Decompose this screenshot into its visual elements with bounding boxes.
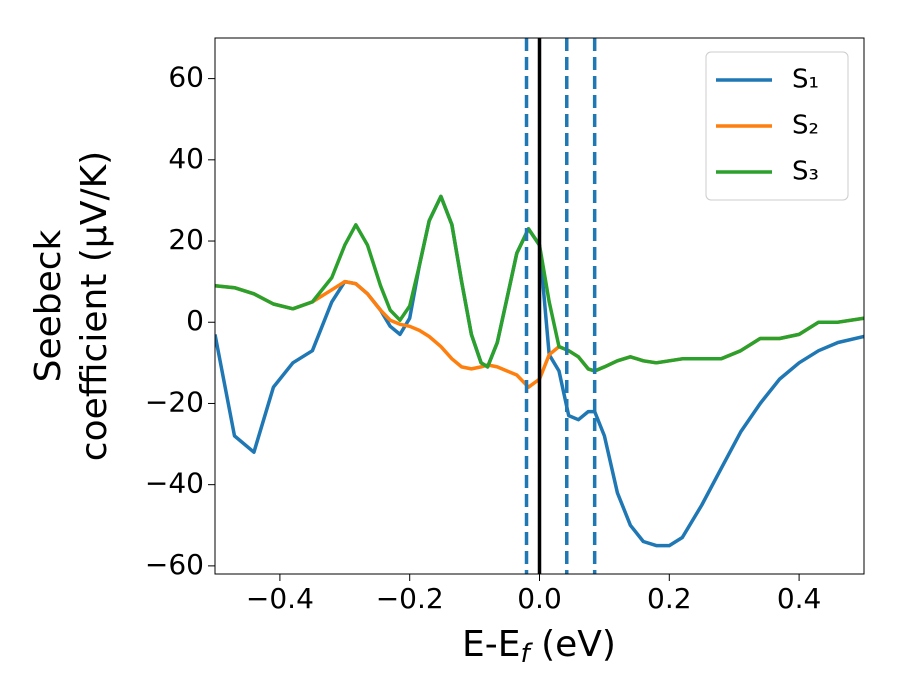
plot-area: [215, 38, 864, 574]
x-label-part: (eV): [530, 624, 616, 665]
y-tick-label: −40: [145, 467, 204, 500]
y-axis-label: Seebeck coefficient (μV/K): [28, 151, 115, 461]
x-tick-label: 0.2: [647, 582, 692, 615]
x-tick-label: −0.2: [376, 582, 444, 615]
x-tick-label: 0.0: [517, 582, 562, 615]
y-label-line: coefficient (μV/K): [74, 151, 115, 461]
y-label-line: Seebeck: [28, 229, 69, 382]
y-tick-label: 60: [168, 61, 204, 94]
y-tick-label: 0: [186, 304, 204, 337]
x-tick-label: −0.4: [246, 582, 314, 615]
plot-frame: [214, 37, 865, 575]
y-tick-label: −60: [145, 548, 204, 581]
legend-label: S₃: [792, 157, 819, 187]
y-tick-label: −20: [145, 385, 204, 418]
legend-label: S₁: [792, 65, 819, 95]
x-axis-label: E-Ef (eV): [462, 624, 616, 669]
legend-box: [705, 51, 849, 201]
line: [215, 194, 864, 373]
y-tick-label: 40: [168, 142, 204, 175]
x-label-part: E-E: [462, 624, 520, 665]
y-tick-label: 20: [168, 223, 204, 256]
x-tick-label: 0.4: [777, 582, 822, 615]
legend-label: S₂: [792, 111, 819, 141]
